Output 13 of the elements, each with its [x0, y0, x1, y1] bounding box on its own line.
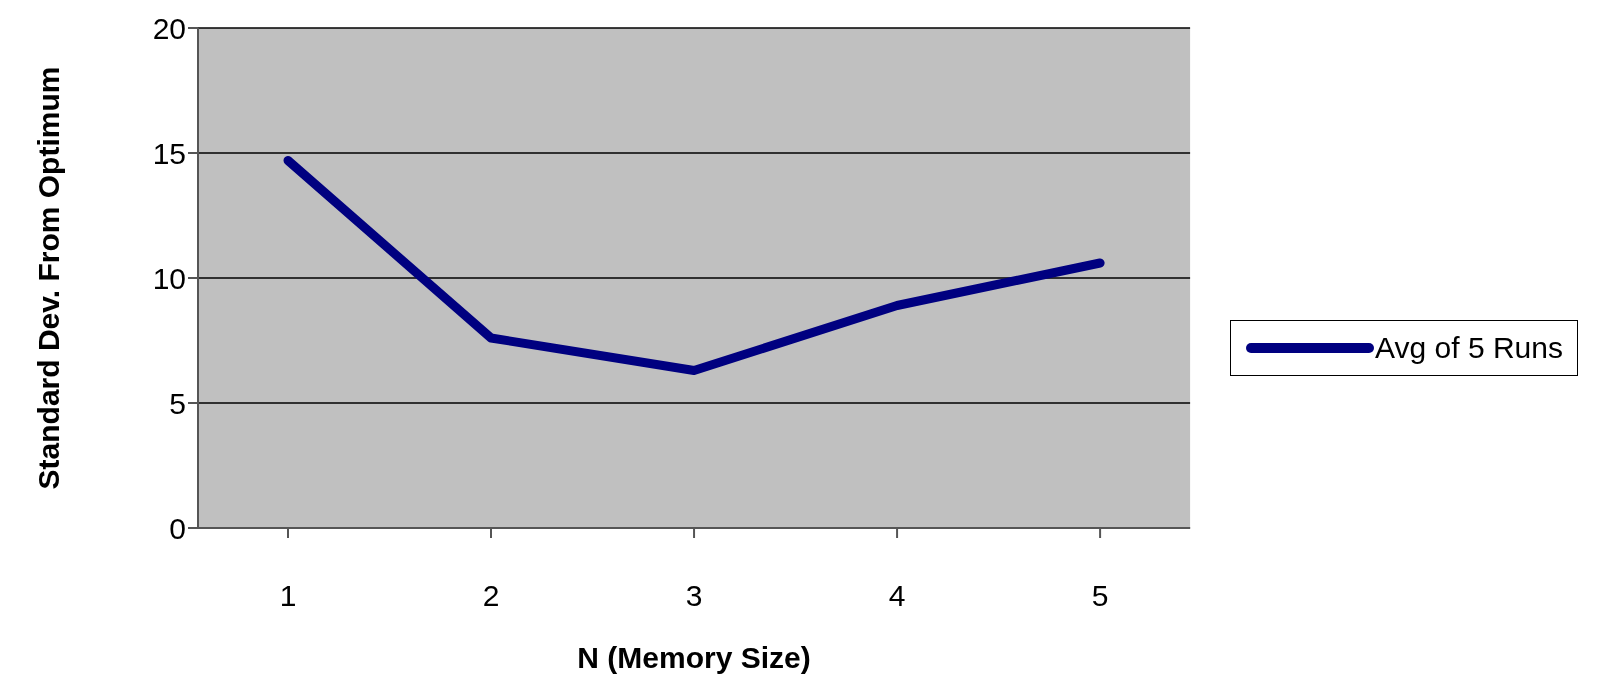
x-tick-label: 3	[685, 579, 703, 613]
y-tick-label: 5	[169, 386, 186, 420]
y-tick-label: 10	[152, 261, 186, 295]
x-tick-label: 2	[482, 579, 500, 613]
x-axis-title: N (Memory Size)	[577, 641, 811, 674]
legend-label: Avg of 5 Runs	[1375, 331, 1563, 365]
y-tick-label: 0	[169, 511, 186, 545]
y-axis-title: Standard Dev. From Optimum	[31, 66, 65, 490]
y-tick-label: 20	[152, 11, 186, 45]
x-tick-label: 1	[279, 579, 297, 613]
x-tick-label: 4	[888, 579, 906, 613]
y-tick-label: 15	[152, 136, 186, 170]
x-tick-label: 5	[1091, 579, 1109, 613]
